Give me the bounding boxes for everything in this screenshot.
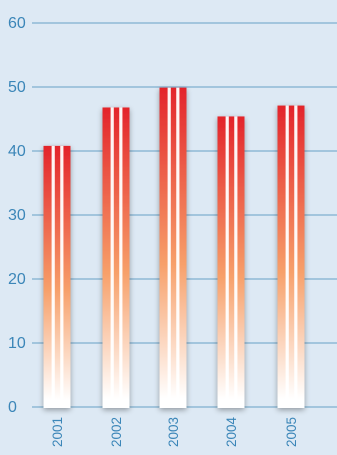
- bar: [217, 116, 245, 408]
- y-tick-label: 60: [8, 15, 26, 32]
- bar-2002: [102, 107, 130, 408]
- y-tick-label: 20: [8, 271, 26, 288]
- y-tick-label: 50: [8, 79, 26, 96]
- bar-base: [277, 403, 305, 408]
- bar-stripe: [294, 105, 298, 408]
- bar: [43, 145, 71, 408]
- x-tick-label: 2003: [166, 417, 181, 447]
- bar: [102, 107, 130, 408]
- y-tick-label: 40: [8, 143, 26, 160]
- bar-stripe: [110, 107, 114, 408]
- x-tick-label: 2004: [224, 416, 239, 447]
- y-tick-label: 10: [8, 335, 26, 352]
- bar-stripe: [119, 107, 123, 408]
- bar-2004: [217, 116, 245, 408]
- bar-stripe: [51, 145, 55, 408]
- bar-stripe: [167, 87, 171, 408]
- bar-2003: [159, 87, 187, 408]
- bars: [43, 87, 305, 408]
- bar-base: [102, 403, 130, 408]
- bar-base: [159, 403, 187, 408]
- bar-base: [43, 403, 71, 408]
- y-axis-ticks: 0 10 20 30 40 50 60: [8, 15, 26, 416]
- bar-stripe: [176, 87, 180, 408]
- x-axis-ticks: 2001 2002 2003 2004 2005: [50, 416, 299, 447]
- x-tick-label: 2005: [284, 417, 299, 447]
- bar-stripe: [225, 116, 229, 408]
- bar-2001: [43, 145, 71, 408]
- y-tick-label: 0: [8, 399, 17, 416]
- bar-stripe: [60, 145, 64, 408]
- y-tick-label: 30: [8, 207, 26, 224]
- x-tick-label: 2002: [109, 417, 124, 447]
- bar-base: [217, 403, 245, 408]
- bar-2005: [277, 105, 305, 408]
- bar-stripe: [285, 105, 289, 408]
- x-tick-label: 2001: [50, 417, 65, 447]
- bar-stripe: [234, 116, 238, 408]
- bar: [277, 105, 305, 408]
- bar: [159, 87, 187, 408]
